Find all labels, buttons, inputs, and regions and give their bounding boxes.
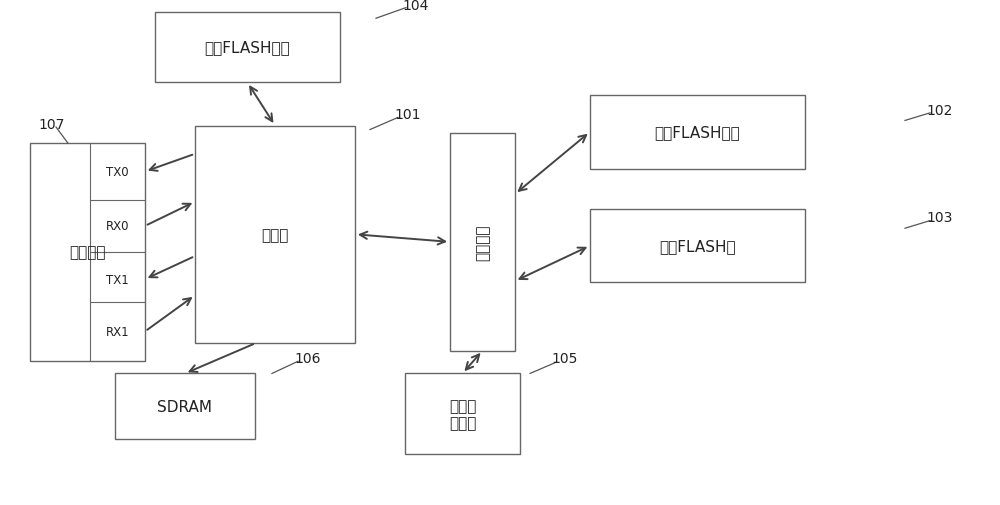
- Text: 105: 105: [552, 351, 578, 366]
- Text: 主芯片: 主芯片: [261, 227, 289, 242]
- Text: 103: 103: [927, 210, 953, 224]
- Text: 101: 101: [395, 108, 421, 122]
- Text: 第一FLASH芯片: 第一FLASH芯片: [655, 125, 740, 140]
- Text: 第三FLASH芯片: 第三FLASH芯片: [205, 40, 290, 56]
- Text: TX1: TX1: [106, 273, 129, 286]
- Text: RX1: RX1: [106, 325, 129, 338]
- Text: 102: 102: [927, 104, 953, 118]
- Text: RX0: RX0: [106, 220, 129, 233]
- Text: 驱动电路: 驱动电路: [475, 224, 490, 261]
- Bar: [195, 126, 355, 343]
- Bar: [590, 96, 805, 169]
- Text: 第二FLASH芯: 第二FLASH芯: [659, 239, 736, 254]
- Text: SDRAM: SDRAM: [158, 399, 212, 414]
- Text: 串口芯片: 串口芯片: [69, 245, 106, 260]
- Text: 107: 107: [39, 118, 65, 132]
- Bar: [590, 210, 805, 283]
- Bar: [115, 374, 255, 439]
- Bar: [450, 134, 515, 351]
- Bar: [30, 144, 145, 361]
- Text: 104: 104: [403, 0, 429, 13]
- Bar: [155, 13, 340, 83]
- Text: 106: 106: [295, 351, 321, 366]
- Text: TX0: TX0: [106, 166, 129, 179]
- Text: 对外接
口芯片: 对外接 口芯片: [449, 398, 476, 430]
- Bar: [405, 374, 520, 454]
